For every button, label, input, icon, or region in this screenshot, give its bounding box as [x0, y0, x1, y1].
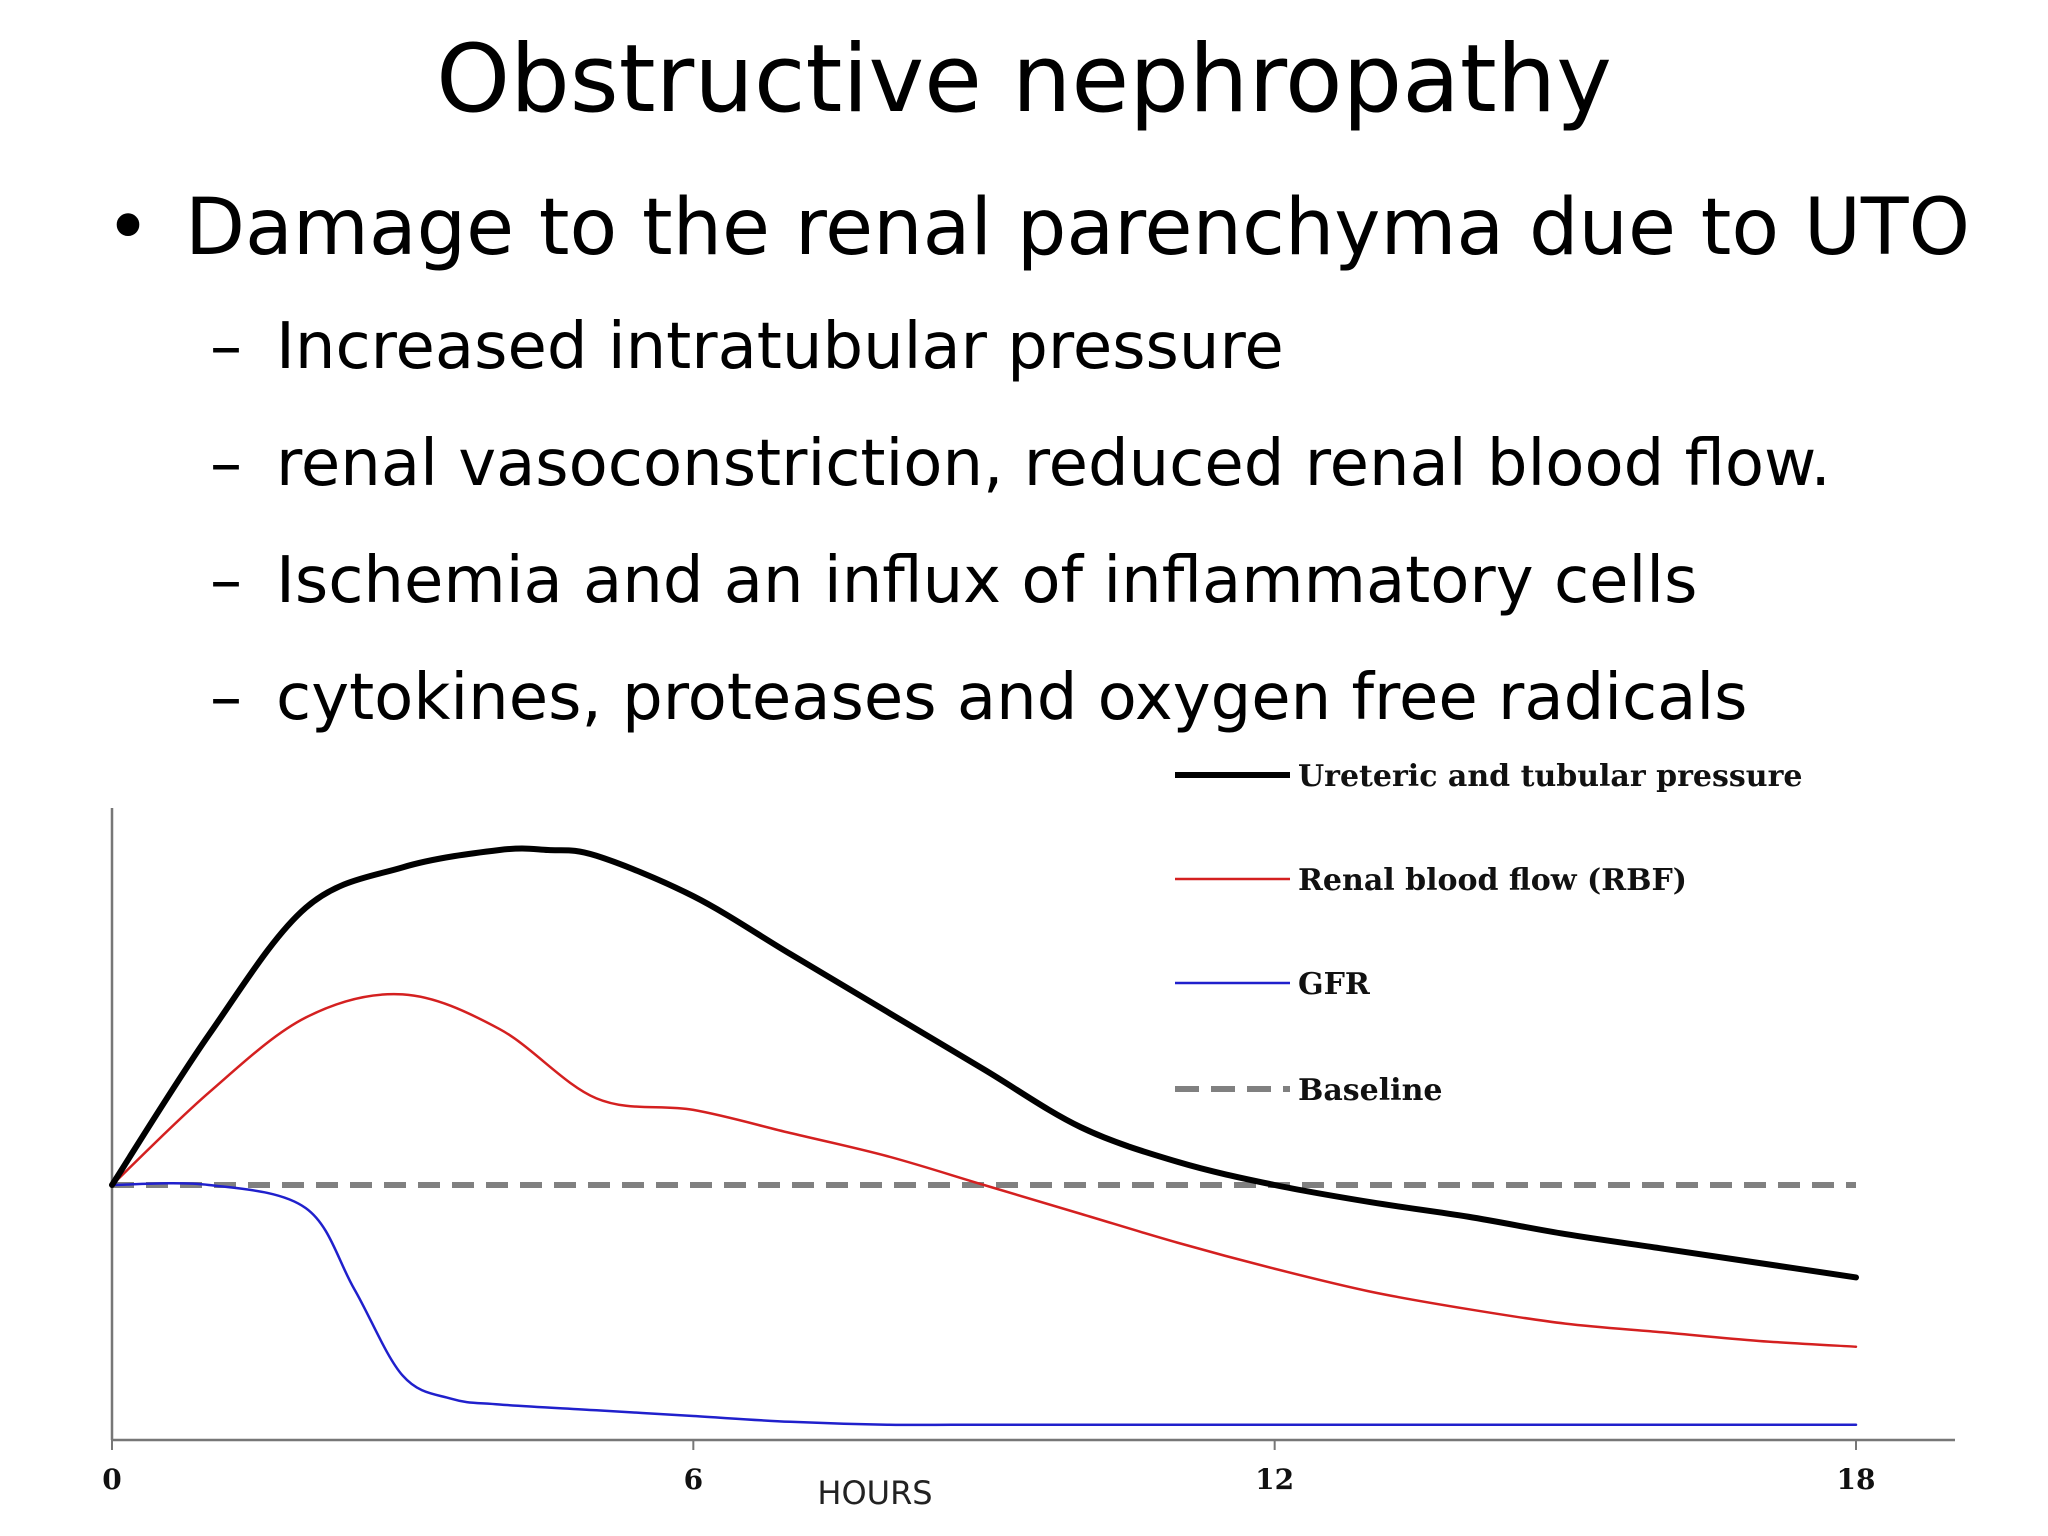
x-tick-label: 6: [684, 1463, 703, 1496]
main-bullet: • Damage to the renal parenchyma due to U…: [105, 178, 1970, 278]
sub-bullet-marker: –: [210, 661, 242, 735]
x-tick-label: 0: [102, 1463, 121, 1496]
sub-bullet-2: – renal vasoconstriction, reduced renal b…: [210, 424, 1831, 504]
slide-title: Obstructive nephropathy: [436, 25, 1612, 134]
sub-bullet-marker: –: [210, 544, 242, 618]
series-line-renal-blood-flow-rbf: [110, 992, 1858, 1348]
sub-bullet-text: Ischemia and an influx of inflammatory c…: [276, 544, 1698, 618]
sub-bullet-marker: –: [210, 310, 242, 384]
sub-bullet-4: – cytokines, proteases and oxygen free ra…: [210, 658, 1748, 738]
chart-ticks: 0 6 12 18 HOURS: [102, 1440, 1875, 1512]
legend-label: Baseline: [1298, 1073, 1442, 1108]
main-bullet-text: Damage to the renal parenchyma due to UT…: [185, 183, 1970, 273]
series-line-ureteric-and-tubular-pressure: [109, 845, 1859, 1281]
sub-bullet-text: cytokines, proteases and oxygen free rad…: [276, 661, 1748, 735]
sub-bullet-1: – Increased intratubular pressure: [210, 307, 1284, 387]
line-chart: 0 6 12 18 HOURS Ureteric and tubular pressur…: [102, 759, 1955, 1512]
sub-bullet-text: Increased intratubular pressure: [276, 310, 1284, 384]
legend-label: Renal blood flow (RBF): [1298, 863, 1687, 898]
legend-label: GFR: [1298, 967, 1371, 1002]
x-tick-label: 18: [1837, 1463, 1876, 1496]
x-axis-label: HOURS: [817, 1474, 932, 1512]
chart-legend: Ureteric and tubular pressure Renal blood…: [1175, 759, 1802, 1108]
sub-bullet-text: renal vasoconstriction, reduced renal bl…: [276, 427, 1831, 501]
x-tick-label: 12: [1255, 1463, 1294, 1496]
sub-bullet-marker: –: [210, 427, 242, 501]
sub-bullet-3: – Ischemia and an influx of inflammatory …: [210, 541, 1697, 621]
series-line-gfr: [110, 1182, 1858, 1427]
bullet-marker: •: [105, 183, 152, 273]
chart-series: [109, 845, 1859, 1427]
legend-label: Ureteric and tubular pressure: [1298, 759, 1802, 794]
chart-axes: [110, 808, 1955, 1442]
